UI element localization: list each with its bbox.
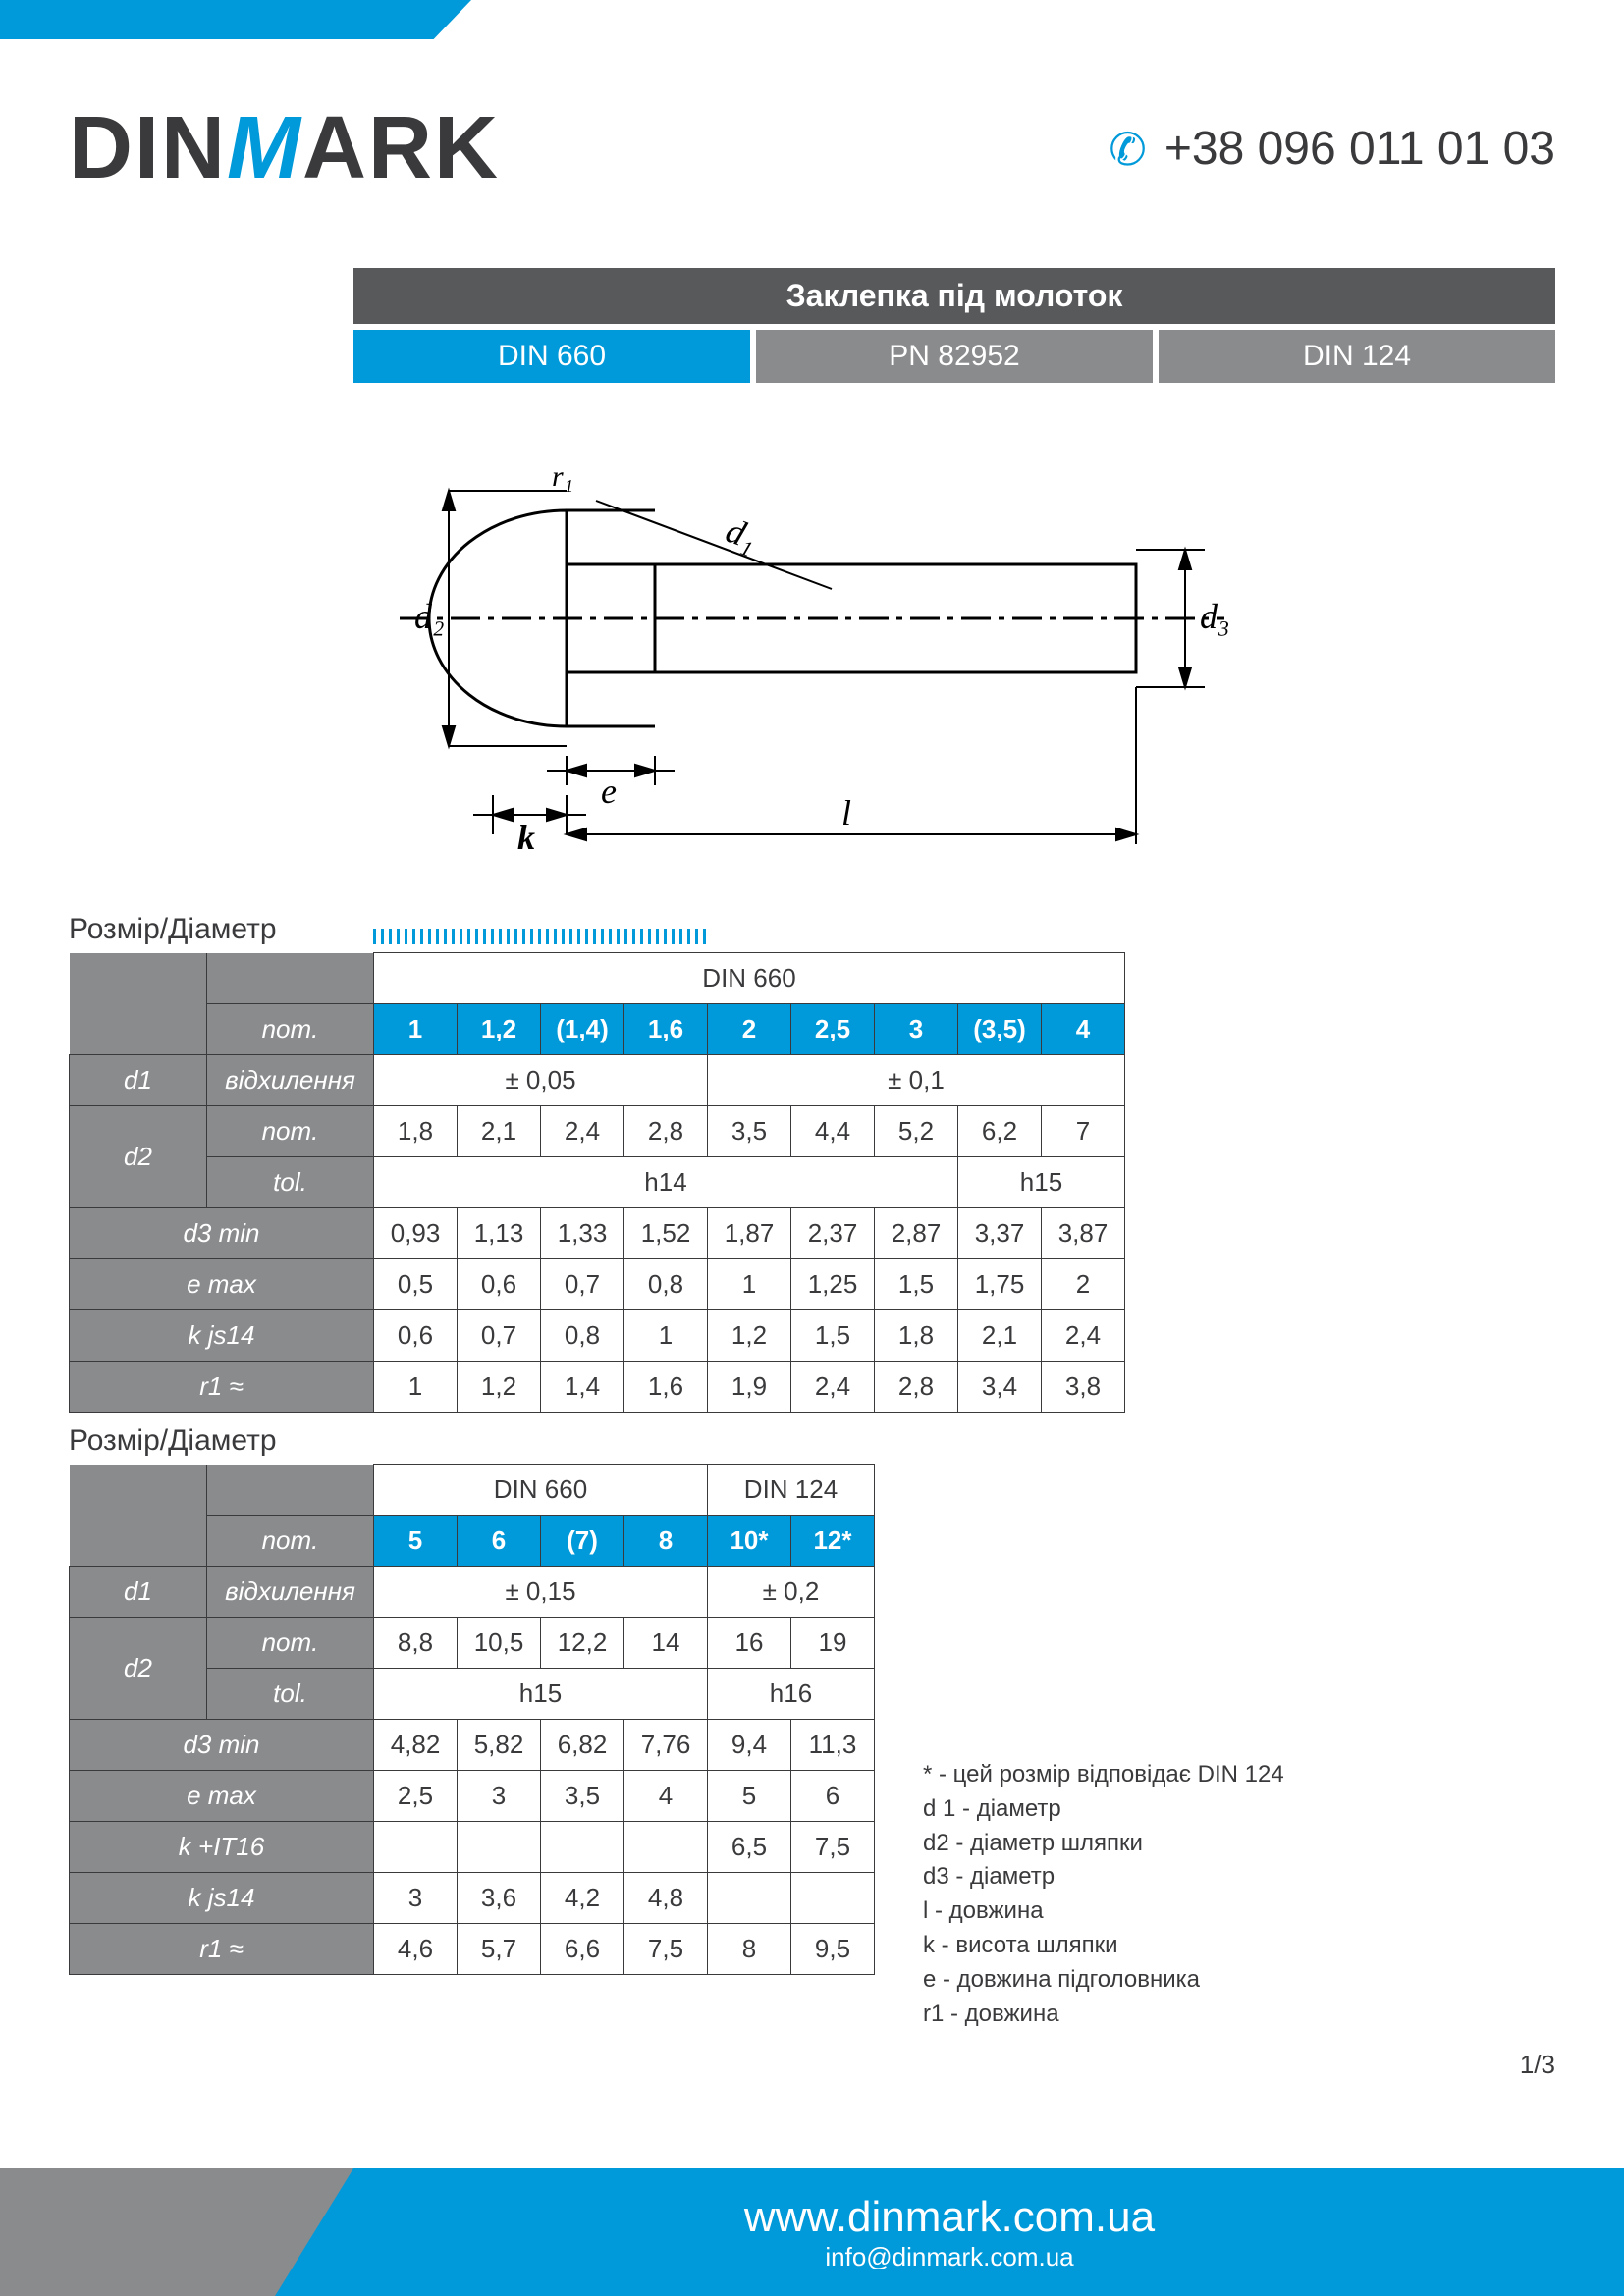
standard-1: DIN 660 [353,330,750,383]
section-title-1: Розмір/Діаметр [69,913,1555,946]
spec-table-1: DIN 660 nom. 1 1,2 (1,4) 1,6 2 2,5 3 (3,… [69,952,1125,1413]
diagram-label-d2: d₂ [414,597,445,636]
footer-email: info@dinmark.com.ua [825,2242,1073,2272]
logo-post: ARK [302,99,500,197]
t1-lbl-d2: d2 [70,1106,207,1208]
legend-line: d2 - діаметр шляпки [923,1827,1284,1861]
t1-lbl-dev: відхилення [207,1055,374,1106]
header: DINMARK ✆ +38 096 011 01 03 [69,98,1555,199]
standard-2: PN 82952 [756,330,1153,383]
t1-lbl-d1: d1 [70,1055,207,1106]
footer-url: www.dinmark.com.ua [744,2193,1155,2242]
footer-blue-shape: www.dinmark.com.ua info@dinmark.com.ua [275,2168,1624,2296]
diagram-label-d3: d₃ [1200,597,1230,636]
phone-number: +38 096 011 01 03 [1164,122,1555,176]
diagram-label-r1: r₁ [552,460,573,493]
t1-d1-nom-row: nom. 1 1,2 (1,4) 1,6 2 2,5 3 (3,5) 4 [70,1004,1125,1055]
hatch-strip-1 [373,929,707,944]
logo: DINMARK [69,98,500,199]
section-title-2: Розмір/Діаметр [69,1424,1555,1458]
logo-accent: M [227,99,302,197]
t1-lbl-nom: nom. [207,1004,374,1055]
product-title: Заклепка під молоток [353,268,1555,324]
diagram-label-l: l [841,793,851,832]
legend-line: e - довжина підголовника [923,1963,1284,1998]
legend-block: * - цей розмір відповідає DIN 124 d 1 - … [923,1758,1284,2031]
standard-3: DIN 124 [1159,330,1555,383]
logo-pre: DIN [69,99,227,197]
legend-line: * - цей розмір відповідає DIN 124 [923,1758,1284,1792]
top-accent-bar [0,0,471,39]
phone-block: ✆ +38 096 011 01 03 [1109,122,1555,176]
diagram-label-e: e [601,772,617,811]
footer: www.dinmark.com.ua info@dinmark.com.ua [0,2129,1624,2296]
page-number: 1/3 [1520,2050,1555,2080]
standards-row: DIN 660 PN 82952 DIN 124 [353,330,1555,383]
phone-icon: ✆ [1109,123,1147,176]
legend-line: d 1 - діаметр [923,1792,1284,1827]
t1-caption: DIN 660 [374,953,1125,1004]
legend-line: k - висота шляпки [923,1929,1284,1963]
legend-line: d3 - діаметр [923,1860,1284,1895]
legend-line: r1 - довжина [923,1998,1284,2032]
spec-table-2: DIN 660 DIN 124 nom. 5 6 (7) 8 10* 12* d… [69,1464,875,1975]
page-body: DINMARK ✆ +38 096 011 01 03 Заклепка під… [0,0,1624,1975]
diagram-label-k: k [517,818,535,854]
legend-line: l - довжина [923,1895,1284,1929]
rivet-diagram: d₂ d₁ d₃ e k l r₁ [321,432,1303,854]
